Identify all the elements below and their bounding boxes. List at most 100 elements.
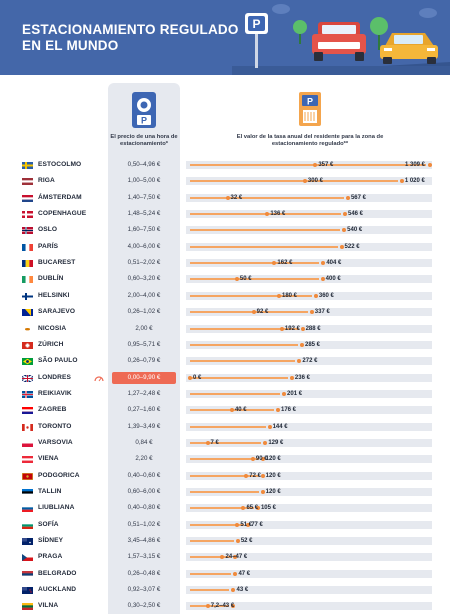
flag-cy-icon — [22, 325, 33, 333]
fee-low-point — [276, 293, 281, 298]
fee-bar — [190, 589, 230, 592]
table-row: AUCKLAND 0,92–3,07 € 43 € — [0, 582, 450, 598]
table-row: LONDRES 0,00–9,90 € 0 € 236 € — [0, 370, 450, 386]
hourly-price-value: 0,27–1,60 € — [127, 406, 161, 414]
flag-ba-icon — [22, 309, 33, 317]
fee-low-label: 192 € — [284, 325, 300, 332]
flag-pl-icon — [22, 439, 33, 447]
table-row: RIGA 1,00–5,00 € 300 € 1 020 € — [0, 173, 450, 189]
fee-bar — [190, 572, 232, 575]
hourly-price-value: 2,00 € — [135, 324, 153, 332]
title-line-1: ESTACIONAMIENTO REGULADO — [22, 22, 239, 37]
fee-bar — [190, 229, 341, 232]
fee-low-label: 272 € — [302, 358, 318, 365]
fee-low-point — [297, 359, 302, 364]
fee-bar — [190, 523, 245, 526]
city-name: SARAJEVO — [38, 308, 76, 316]
fee-low-label: 65 € — [246, 505, 259, 512]
hourly-price-value: 0,84 € — [135, 438, 153, 446]
city-name: PRAGA — [38, 553, 63, 561]
table-row: BELGRADO 0,26–0,48 € 47 € — [0, 566, 450, 582]
city-name: HELSINKI — [38, 291, 70, 299]
fee-low-point — [235, 539, 240, 544]
fee-low-point — [282, 391, 287, 396]
fee-high-point — [320, 277, 325, 282]
fee-high-point — [233, 555, 238, 560]
fee-low-label: 40 € — [234, 407, 247, 414]
svg-text:P: P — [252, 17, 260, 31]
fee-high-label: 337 € — [314, 309, 330, 316]
header-banner: ESTACIONAMIENTO REGULADO EN EL MUNDO P — [0, 0, 450, 75]
fee-track — [186, 357, 432, 366]
hourly-price-value: 1,57–3,15 € — [127, 553, 161, 561]
hourly-price-value: 0,26–0,48 € — [127, 569, 161, 577]
flag-me-icon — [22, 472, 33, 480]
flag-bg-icon — [22, 521, 33, 529]
table-row: VARSOVIA 0,84 € 7 € 129 € — [0, 435, 450, 451]
fee-bar — [190, 540, 234, 543]
hourly-price-value: 0,26–1,02 € — [127, 308, 161, 316]
fee-bar — [190, 474, 259, 477]
city-name: TALLIN — [38, 488, 62, 495]
city-name: BUCAREST — [38, 259, 76, 267]
yellow-car-icon — [380, 33, 438, 64]
flag-ch-icon — [22, 341, 33, 349]
fee-bar — [190, 425, 266, 428]
city-name: ESTOCOLMO — [38, 161, 82, 168]
page-title: ESTACIONAMIENTO REGULADO EN EL MUNDO — [22, 22, 262, 54]
fee-bar — [190, 327, 299, 330]
fee-low-point — [188, 375, 192, 380]
fee-low-label: 357 € — [318, 162, 334, 168]
hourly-price-value: 0,40–0,60 € — [127, 471, 161, 479]
fee-bar — [190, 278, 319, 281]
table-row: VILNA 0,30–2,50 € 7,2–43 € — [0, 598, 450, 614]
hourly-price-value: 0,30–2,50 € — [127, 602, 161, 610]
fee-bar — [190, 507, 254, 510]
fee-low-point — [235, 522, 240, 527]
fee-high-label: 120 € — [265, 472, 281, 479]
fee-low-point — [302, 179, 307, 184]
city-name: COPENHAGUE — [38, 210, 87, 218]
flag-ee-icon — [22, 489, 33, 496]
fee-low-point — [234, 277, 239, 282]
fee-low-label: 285 € — [304, 341, 320, 348]
fee-low-point — [244, 473, 249, 478]
table-row: ZÚRICH 0,95–5,71 € 285 € — [0, 337, 450, 353]
parking-sign-icon: P — [245, 13, 268, 68]
table-row: SOFÍA 0,51–1,02 € 51 €77 € — [0, 517, 450, 533]
table-row: TALLIN 0,60–6,00 € 120 € — [0, 484, 450, 500]
city-name: BELGRADO — [38, 569, 77, 577]
fee-track — [186, 308, 432, 317]
fee-low-label: 180 € — [281, 292, 297, 299]
tree-icon — [293, 17, 388, 50]
hourly-price-value: 1,48–5,24 € — [127, 210, 161, 218]
fee-low-label: 51 € — [240, 521, 253, 528]
table-row: OSLO 1,60–7,50 € 540 € — [0, 222, 450, 238]
flag-nl-icon — [22, 194, 33, 202]
table-row: COPENHAGUE 1,48–5,24 € 136 € 546 € — [0, 206, 450, 222]
fee-high-label: 77 € — [251, 521, 263, 528]
city-name: ZAGREB — [38, 406, 67, 414]
fee-low-point — [251, 310, 256, 315]
table-row: LIUBLIANA 0,40–0,80 € 65 €105 € — [0, 500, 450, 516]
fee-track — [186, 537, 432, 546]
fee-low-point — [205, 440, 210, 445]
hourly-price-value: 0,51–1,02 € — [127, 520, 161, 528]
fee-bar — [190, 245, 338, 248]
fee-low-label: 32 € — [230, 194, 243, 201]
fee-high-label: 567 € — [350, 194, 366, 201]
fee-low-point — [299, 342, 304, 347]
fee-bar — [190, 294, 312, 297]
fee-high-point — [399, 179, 404, 184]
fee-track — [186, 471, 432, 480]
flag-no-icon — [22, 227, 33, 235]
fee-track — [186, 438, 432, 447]
fee-high-point — [276, 408, 280, 413]
fee-low-label: 50 € — [239, 276, 252, 283]
fee-high-label: 129 € — [268, 439, 284, 446]
fee-bar — [190, 196, 344, 199]
fee-high-label: 288 € — [305, 325, 321, 332]
fee-high-label: 546 € — [348, 211, 364, 218]
fee-high-point — [321, 261, 326, 266]
hourly-price-value: 2,00–4,00 € — [127, 291, 161, 299]
